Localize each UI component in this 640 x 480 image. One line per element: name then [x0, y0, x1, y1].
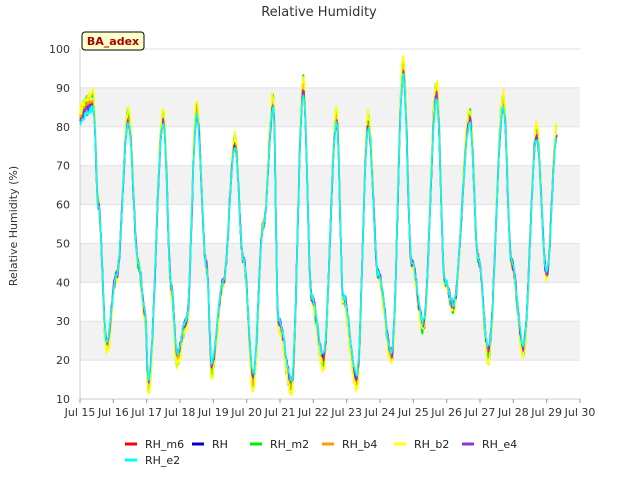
y-tick-label: 90 — [56, 82, 70, 95]
site-label: BA_adex — [87, 35, 139, 48]
x-tick-label: Jul 19 — [197, 406, 229, 419]
series-line-rh-e2 — [79, 73, 558, 383]
site-label-background — [81, 31, 145, 51]
x-tick-label: Jul 29 — [530, 406, 562, 419]
legend-label: RH_m2 — [270, 438, 309, 451]
x-tick-label: Jul 20 — [230, 406, 262, 419]
y-tick-label: 10 — [56, 393, 70, 406]
legend-label: RH — [212, 438, 228, 451]
series-lines — [79, 55, 558, 396]
x-tick-label: Jul 26 — [430, 406, 462, 419]
y-tick-label: 70 — [56, 160, 70, 173]
x-tick-label: Jul 16 — [97, 406, 129, 419]
y-axis-label: Relative Humidity (%) — [7, 166, 20, 286]
x-tick-label: Jul 27 — [464, 406, 496, 419]
site-label-box: BA_adex — [81, 31, 145, 51]
x-tick-label: Jul 25 — [397, 406, 429, 419]
x-tick-label: Jul 30 — [564, 406, 596, 419]
y-tick-label: 80 — [56, 121, 70, 134]
legend-label: RH_b2 — [414, 438, 449, 451]
y-tick-label: 30 — [56, 315, 70, 328]
legend-label: RH_m6 — [145, 438, 184, 451]
x-tick-label: Jul 18 — [164, 406, 196, 419]
legend-label: RH_e4 — [482, 438, 517, 451]
y-tick-label: 100 — [49, 43, 70, 56]
legend: RH_m6 RH RH_m2 RH_b4 RH_b2 RH_e4 RH_e2 — [125, 438, 517, 467]
x-tick-label: Jul 15 — [64, 406, 96, 419]
legend-label: RH_b4 — [342, 438, 377, 451]
legend-label: RH_e2 — [145, 454, 180, 467]
grid-band — [80, 165, 580, 205]
y-tick-label: 20 — [56, 354, 70, 367]
y-tick-label: 40 — [56, 276, 70, 289]
x-tick-label: Jul 17 — [130, 406, 162, 419]
x-tick-label: Jul 22 — [297, 406, 329, 419]
x-tick-label: Jul 28 — [497, 406, 529, 419]
chart-title: Relative Humidity — [261, 5, 377, 20]
y-tick-label: 50 — [56, 237, 70, 250]
x-tick-label: Jul 23 — [330, 406, 362, 419]
y-tick-label: 60 — [56, 199, 70, 212]
x-tick-label: Jul 21 — [264, 406, 296, 419]
x-tick-label: Jul 24 — [364, 406, 396, 419]
grid-band — [80, 321, 580, 361]
